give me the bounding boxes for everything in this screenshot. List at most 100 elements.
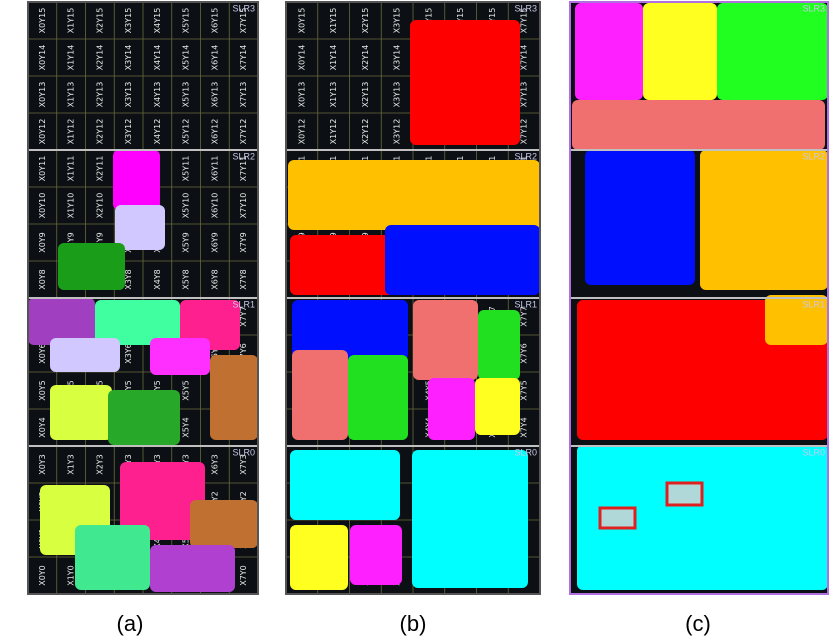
slr-label: SLR0: [802, 447, 825, 457]
clock-region-label: X5Y9: [182, 232, 191, 253]
placement-cluster: [410, 20, 520, 145]
clock-region-label: X2Y3: [95, 454, 104, 475]
clock-region-label: X1Y0: [67, 565, 76, 586]
clock-region-label: X0Y14: [297, 45, 306, 71]
placement-cluster: [108, 390, 180, 445]
placement-cluster: [428, 378, 475, 440]
clock-region-label: X7Y7: [520, 306, 529, 327]
placement-cluster: [58, 243, 125, 290]
clock-region-label: X6Y3: [210, 454, 219, 475]
pblock-box: [665, 481, 704, 507]
caption: (a): [117, 611, 144, 636]
placement-cluster: [115, 205, 165, 250]
clock-region-label: X0Y14: [38, 45, 47, 71]
clock-region-label: X4Y14: [153, 45, 162, 71]
caption: (b): [400, 611, 427, 636]
clock-region-label: X2Y12: [361, 119, 370, 145]
clock-region-label: X0Y10: [38, 193, 47, 219]
clock-region-label: X3Y14: [393, 45, 402, 71]
device-border: [569, 1, 829, 595]
placement-cluster: [50, 338, 120, 372]
clock-region-label: X2Y15: [361, 8, 370, 34]
placement-cluster: [577, 445, 828, 590]
clock-region-label: X7Y15: [239, 8, 248, 34]
clock-region-label: X7Y3: [239, 454, 248, 475]
clock-region-label: X7Y6: [520, 343, 529, 364]
clock-region-label: X6Y6: [210, 343, 219, 364]
slr-label: SLR3: [514, 3, 537, 13]
pblock-box: [598, 506, 637, 530]
slr-label: SLR1: [514, 299, 537, 309]
clock-region-label: X5Y14: [182, 45, 191, 71]
clock-region-label: X7Y6: [239, 343, 248, 364]
slr-label: SLR2: [514, 151, 537, 161]
device-border: [27, 1, 259, 595]
clock-region-label: X5Y5: [182, 380, 191, 401]
caption: (c): [685, 611, 711, 636]
clock-region-label: X1Y15: [67, 8, 76, 34]
slr-label: SLR0: [232, 447, 255, 457]
clock-region-label: X0Y13: [38, 82, 47, 108]
placement-cluster: [190, 500, 258, 548]
placement-cluster: [120, 462, 205, 540]
clock-region-label: X3Y13: [393, 82, 402, 108]
placement-cluster: [585, 150, 695, 285]
clock-region-label: X3Y13: [124, 82, 133, 108]
clock-region-label: X4Y8: [153, 269, 162, 290]
placement-cluster: [292, 300, 408, 360]
device-view: X0Y15 X1Y15 X2Y15 X3Y15 X4Y15 X5Y15 X6Y15 X7Y15…: [27, 1, 259, 595]
slr-label: SLR2: [232, 151, 255, 161]
clock-region-label: X7Y0: [239, 565, 248, 586]
clock-region-label: X4Y12: [153, 119, 162, 145]
clock-region-label: X7Y13: [239, 82, 248, 108]
clock-region-label: X2Y10: [95, 193, 104, 219]
clock-region-label: X0Y0: [38, 565, 47, 586]
placement-cluster: [292, 350, 348, 440]
clock-region-label: X0Y12: [38, 119, 47, 145]
clock-region-label: X4Y15: [153, 8, 162, 34]
clock-region-label: X1Y9: [67, 232, 76, 253]
clock-region-label: X2Y9: [95, 232, 104, 253]
clock-region-label: X7Y11: [239, 156, 248, 182]
clock-region-label: X7Y10: [239, 193, 248, 219]
placement-cluster: [572, 100, 825, 150]
clock-region-label: X1Y12: [329, 119, 338, 145]
clock-region-label: X6Y13: [210, 82, 219, 108]
clock-region-label: X2Y15: [95, 8, 104, 34]
placement-cluster: [348, 355, 408, 440]
clock-region-label: X1Y11: [67, 156, 76, 182]
clock-region-label: X0Y8: [38, 269, 47, 290]
clock-region-label: X0Y5: [38, 380, 47, 401]
placement-cluster: [643, 3, 717, 100]
placement-cluster: [210, 355, 258, 440]
placement-cluster: [700, 150, 828, 290]
clock-region-label: X7Y14: [520, 45, 529, 71]
clock-region-label: X1Y13: [329, 82, 338, 108]
clock-region-label: X7Y12: [520, 119, 529, 145]
clock-region-label: X7Y9: [239, 232, 248, 253]
clock-region-label: X7Y5: [520, 380, 529, 401]
clock-region-label: X0Y4: [38, 417, 47, 438]
clock-region-label: X3Y15: [124, 8, 133, 34]
placement-cluster: [575, 3, 643, 100]
clock-region-label: X2Y11: [95, 156, 104, 182]
clock-region-label: X0Y3: [38, 454, 47, 475]
clock-region-label: X3Y15: [393, 8, 402, 34]
placement-cluster: [75, 525, 150, 590]
slr-label: SLR3: [232, 3, 255, 13]
clock-region-label: X1Y14: [329, 45, 338, 71]
placement-cluster: [475, 378, 520, 435]
clock-region-label: X7Y14: [239, 45, 248, 71]
clock-region-label: X1Y12: [67, 119, 76, 145]
clock-region-label: X2Y12: [95, 119, 104, 145]
clock-region-label: X6Y15: [210, 8, 219, 34]
clock-region-label: X1Y13: [67, 82, 76, 108]
clock-region-label: X3Y12: [393, 119, 402, 145]
clock-region-label: X0Y9: [38, 232, 47, 253]
clock-region-label: X4Y13: [153, 82, 162, 108]
placement-cluster: [150, 545, 235, 592]
placement-cluster: [150, 338, 210, 375]
slr-label: SLR1: [232, 299, 255, 309]
clock-region-label: X1Y15: [329, 8, 338, 34]
clock-region-label: X1Y10: [67, 193, 76, 219]
